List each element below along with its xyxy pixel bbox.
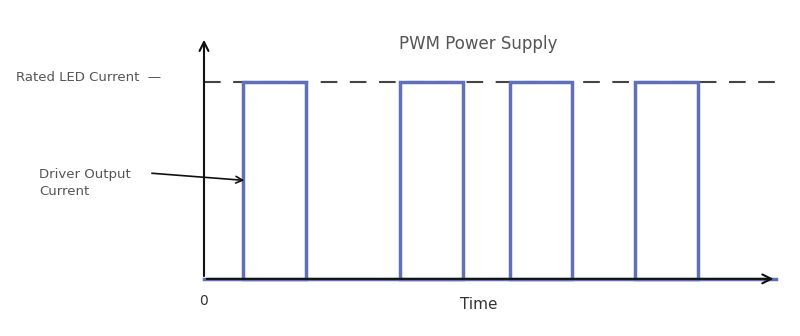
Bar <box>635 82 698 279</box>
Text: 0: 0 <box>200 294 208 308</box>
Text: PWM Power Supply: PWM Power Supply <box>399 35 558 53</box>
Text: Time: Time <box>460 297 497 311</box>
Text: Rated LED Current  —: Rated LED Current — <box>16 71 161 84</box>
Bar <box>510 82 573 279</box>
Bar <box>243 82 306 279</box>
Text: Driver Output
Current: Driver Output Current <box>39 168 131 198</box>
Bar <box>400 82 462 279</box>
